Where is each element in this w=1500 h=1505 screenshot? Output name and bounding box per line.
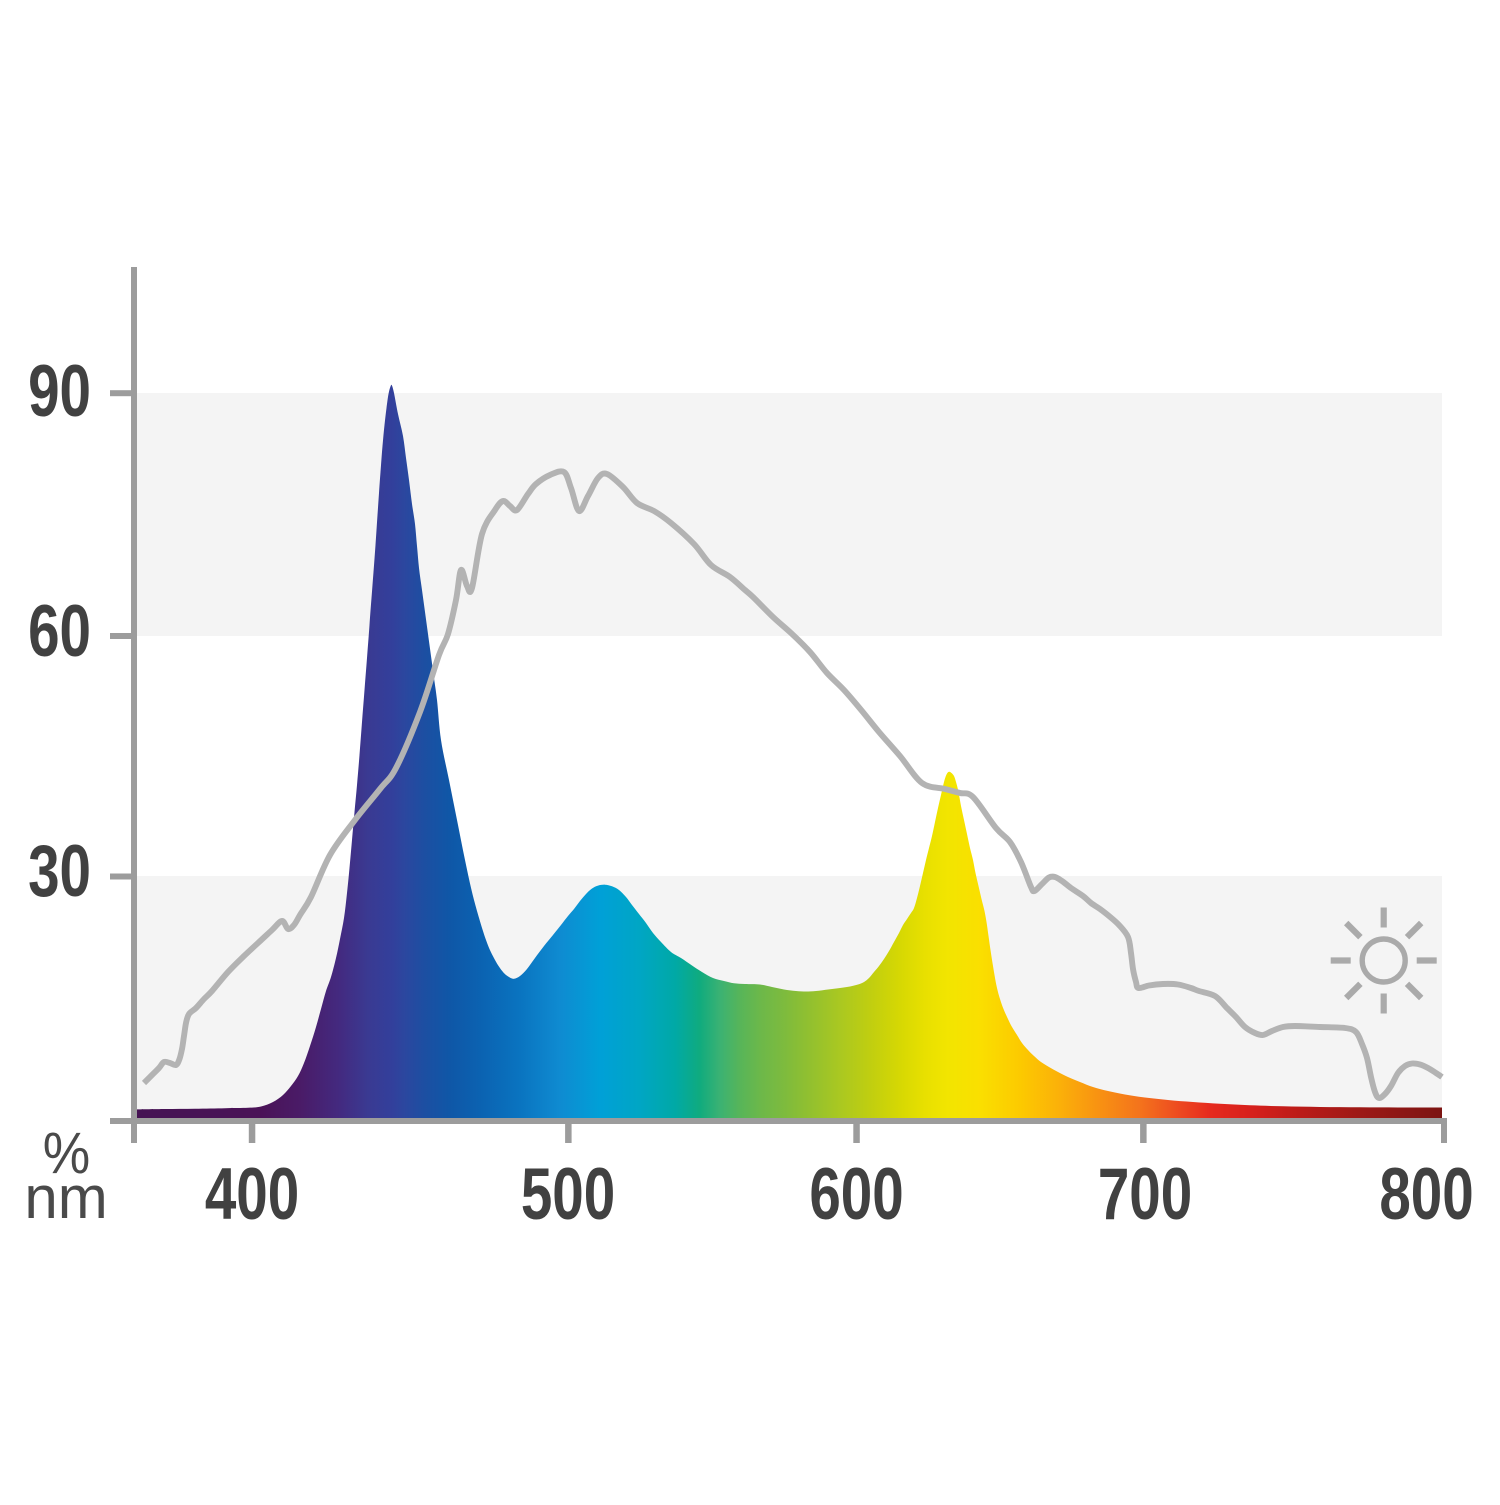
svg-text:60: 60 <box>28 590 91 672</box>
svg-text:700: 700 <box>1098 1153 1192 1235</box>
svg-text:%: % <box>43 1121 90 1186</box>
svg-text:500: 500 <box>521 1153 615 1235</box>
svg-text:600: 600 <box>809 1153 903 1235</box>
svg-text:nm: nm <box>24 1164 107 1231</box>
svg-text:30: 30 <box>28 830 91 912</box>
svg-text:400: 400 <box>205 1153 299 1235</box>
svg-text:800: 800 <box>1379 1153 1473 1235</box>
svg-text:90: 90 <box>28 350 91 432</box>
